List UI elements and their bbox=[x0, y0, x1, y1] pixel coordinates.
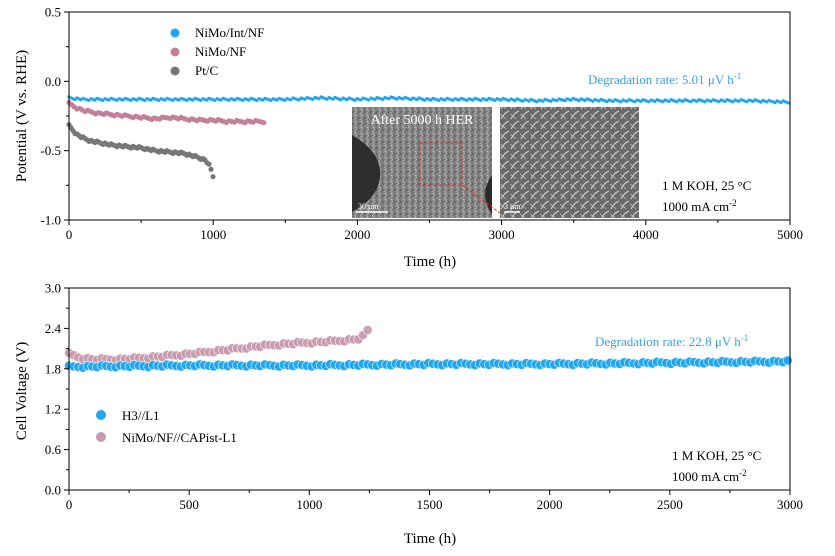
y-tick-label: -0.5 bbox=[40, 143, 61, 158]
x-tick-label: 4000 bbox=[633, 227, 659, 242]
zoom-box bbox=[419, 142, 463, 186]
sem-image-right bbox=[500, 107, 639, 218]
top-condition-current: 1000 mA cm-2 bbox=[662, 198, 737, 214]
x-tick-label: 500 bbox=[179, 497, 199, 512]
top-series-pt-c bbox=[66, 122, 216, 180]
x-tick-label: 2000 bbox=[344, 227, 370, 242]
bottom-panel: 0 500 1000 1500 2000 2500 3000 0.0 0.6 1.2 1.8 2.4 3… bbox=[14, 281, 803, 548]
data-point bbox=[208, 166, 214, 172]
y-tick-label: 3.0 bbox=[45, 281, 61, 296]
x-tick-label: 1000 bbox=[200, 227, 226, 242]
x-tick-label: 0 bbox=[66, 497, 73, 512]
legend-marker-pt-c bbox=[170, 66, 180, 76]
data-point bbox=[210, 174, 216, 180]
legend-label-nimo-nf: NiMo/NF bbox=[195, 44, 246, 59]
sem-inset: After 5000 h HER 30 μm 3 μm bbox=[352, 107, 639, 218]
bottom-y-axis-label: Cell Voltage (V) bbox=[14, 342, 30, 441]
x-tick-label: 3000 bbox=[777, 497, 803, 512]
x-tick-label: 2000 bbox=[537, 497, 563, 512]
x-tick-label: 2500 bbox=[657, 497, 683, 512]
bottom-axes: 0 500 1000 1500 2000 2500 3000 0.0 0.6 1.2 1.8 2.4 3… bbox=[45, 281, 803, 513]
top-panel: After 5000 h HER 30 μm 3 μm 0 1000 2000 300… bbox=[14, 5, 803, 271]
legend-marker-nimo-nf-capist-l1 bbox=[96, 432, 106, 442]
top-y-axis-label: Potential (V vs. RHE) bbox=[14, 50, 30, 182]
data-point bbox=[317, 97, 321, 101]
data-point bbox=[782, 355, 793, 366]
legend-label-h3-l1: H3//L1 bbox=[122, 408, 160, 423]
inset-title: After 5000 h HER bbox=[370, 113, 474, 128]
bottom-condition-electrolyte: 1 M KOH, 25 °C bbox=[672, 448, 761, 463]
top-series-nimo-nf bbox=[66, 99, 267, 126]
scale-label-right: 3 μm bbox=[504, 202, 521, 211]
y-tick-label: 0.0 bbox=[45, 74, 61, 89]
sem-dark-region-right bbox=[485, 175, 492, 214]
y-tick-label: 0.6 bbox=[45, 442, 62, 457]
data-point bbox=[261, 120, 267, 126]
y-tick-label: 1.8 bbox=[45, 361, 61, 376]
top-axes: 0 1000 2000 3000 4000 5000 -1.0 -0.5 0.0 0.5 bbox=[40, 5, 803, 243]
x-tick-label: 5000 bbox=[777, 227, 803, 242]
x-tick-label: 3000 bbox=[489, 227, 515, 242]
y-tick-label: 2.4 bbox=[45, 321, 62, 336]
sem-dark-region-left bbox=[352, 135, 381, 212]
bottom-legend: H3//L1 NiMo/NF//CAPist-L1 bbox=[96, 408, 237, 445]
bottom-series-nimo-nf-capist-l1 bbox=[64, 324, 373, 366]
x-tick-label: 0 bbox=[66, 227, 73, 242]
bottom-x-axis-label: Time (h) bbox=[404, 531, 456, 547]
top-condition-electrolyte: 1 M KOH, 25 °C bbox=[662, 178, 751, 193]
y-tick-label: 1.2 bbox=[45, 402, 61, 417]
y-tick-label: 0.5 bbox=[45, 5, 61, 20]
bottom-series-group bbox=[64, 324, 793, 373]
legend-marker-nimo-int-nf bbox=[170, 28, 180, 38]
y-tick-label: -1.0 bbox=[40, 213, 61, 228]
data-point bbox=[362, 324, 373, 335]
bottom-series-h3-l1 bbox=[64, 355, 793, 373]
top-series-group bbox=[66, 95, 791, 180]
top-series-nimo-int-nf bbox=[67, 95, 791, 105]
data-point bbox=[569, 98, 573, 102]
data-point bbox=[206, 161, 212, 167]
legend-label-nimo-nf-capist-l1: NiMo/NF//CAPist-L1 bbox=[122, 430, 237, 445]
y-tick-label: 0.0 bbox=[45, 483, 61, 498]
top-x-axis-label: Time (h) bbox=[404, 254, 456, 270]
scale-label-left: 30 μm bbox=[358, 202, 379, 211]
zoom-line bbox=[461, 184, 501, 214]
top-legend: NiMo/Int/NF NiMo/NF Pt/C bbox=[170, 25, 264, 78]
legend-marker-nimo-nf bbox=[170, 47, 180, 57]
data-point bbox=[367, 98, 371, 102]
legend-marker-h3-l1 bbox=[96, 410, 106, 420]
x-tick-label: 1000 bbox=[296, 497, 322, 512]
top-degradation-rate: Degradation rate: 5.01 μV h-1 bbox=[588, 71, 741, 87]
legend-label-nimo-int-nf: NiMo/Int/NF bbox=[195, 25, 264, 40]
bottom-degradation-rate: Degradation rate: 22.8 μV h-1 bbox=[595, 333, 748, 349]
bottom-condition-current: 1000 mA cm-2 bbox=[672, 468, 747, 484]
legend-label-pt-c: Pt/C bbox=[195, 63, 218, 78]
x-tick-label: 1500 bbox=[417, 497, 443, 512]
